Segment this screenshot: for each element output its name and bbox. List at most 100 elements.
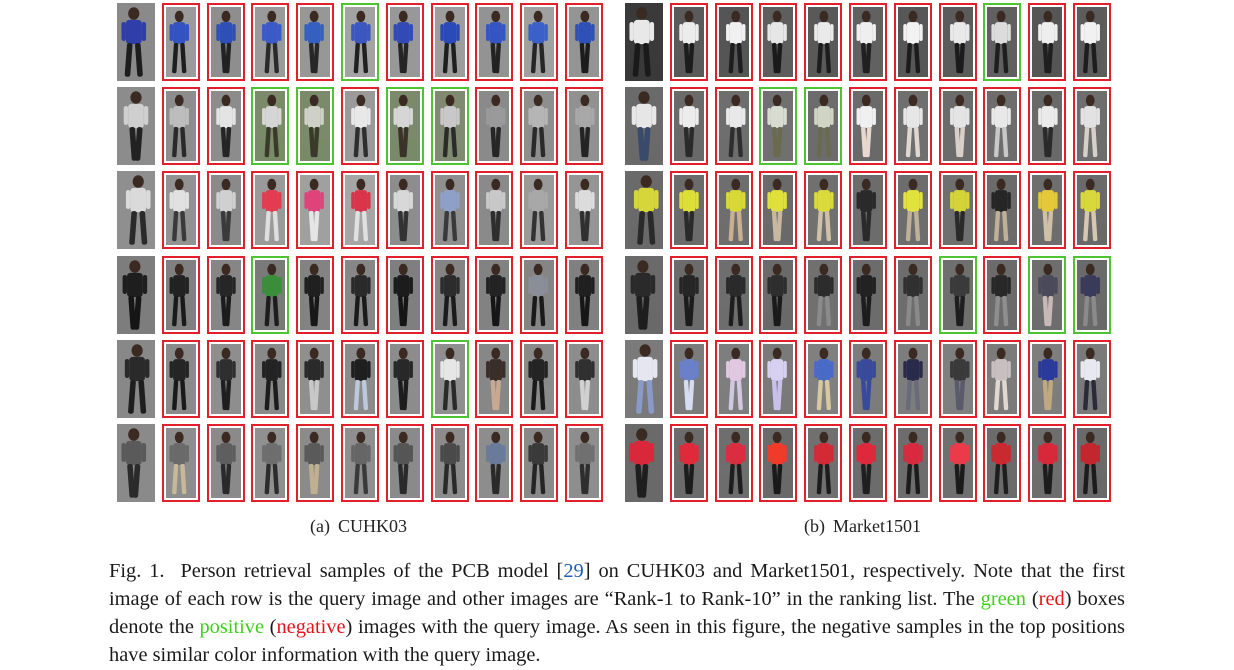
negative-match-image — [893, 255, 932, 334]
negative-match-image — [759, 171, 798, 250]
negative-match-image — [341, 255, 379, 334]
negative-match-image — [520, 424, 559, 502]
negative-match-image — [430, 424, 469, 502]
negative-match-image — [938, 424, 977, 502]
negative-match-image — [804, 171, 843, 250]
negative-match-image — [714, 255, 753, 334]
negative-match-image — [565, 171, 603, 250]
negative-match-image — [669, 87, 708, 166]
negative-match-image — [849, 171, 887, 250]
positive-match-image — [759, 87, 798, 166]
negative-match-image — [714, 3, 753, 81]
negative-match-image — [475, 87, 514, 166]
negative-match-image — [475, 3, 514, 81]
negative-match-image — [296, 3, 335, 81]
negative-match-image — [1073, 171, 1111, 250]
negative-match-image — [430, 3, 469, 81]
query-image — [625, 171, 663, 250]
positive-match-image — [296, 87, 335, 166]
negative-match-image — [385, 255, 424, 334]
subcaption-b: (b) Market1501 — [804, 516, 921, 537]
negative-match-image — [296, 339, 335, 418]
positive-match-image — [251, 87, 290, 166]
negative-match-image — [759, 255, 798, 334]
negative-match-image — [714, 171, 753, 250]
negative-match-image — [430, 171, 469, 250]
negative-match-image — [565, 87, 603, 166]
query-image — [117, 171, 155, 250]
negative-match-image — [251, 424, 290, 502]
negative-match-image — [520, 339, 559, 418]
negative-match-image — [385, 171, 424, 250]
negative-match-image — [520, 171, 559, 250]
negative-match-image — [206, 255, 245, 334]
negative-match-image — [849, 339, 887, 418]
caption-citation-link[interactable]: 29 — [563, 560, 584, 582]
negative-match-image — [206, 171, 245, 250]
negative-match-image — [251, 3, 290, 81]
negative-match-image — [565, 255, 603, 334]
caption-green-word: green — [980, 588, 1026, 610]
negative-match-image — [983, 171, 1022, 250]
negative-match-image — [475, 171, 514, 250]
negative-match-image — [430, 255, 469, 334]
negative-match-image — [849, 255, 887, 334]
query-image — [625, 339, 663, 418]
subcaption-a-label: (a) — [310, 516, 330, 536]
negative-match-image — [983, 424, 1022, 502]
negative-match-image — [669, 255, 708, 334]
figure-caption: Fig. 1. Person retrieval samples of the … — [109, 557, 1125, 669]
negative-match-image — [1073, 3, 1111, 81]
negative-match-image — [385, 3, 424, 81]
negative-match-image — [714, 424, 753, 502]
negative-match-image — [565, 339, 603, 418]
negative-match-image — [1028, 3, 1067, 81]
negative-match-image — [1073, 424, 1111, 502]
negative-match-image — [251, 171, 290, 250]
negative-match-image — [669, 339, 708, 418]
caption-text-3: ( — [1025, 588, 1039, 610]
negative-match-image — [983, 87, 1022, 166]
subcaption-a: (a) CUHK03 — [310, 516, 407, 537]
negative-match-image — [759, 339, 798, 418]
negative-match-image — [849, 424, 887, 502]
subcaption-b-name: Market1501 — [833, 516, 921, 536]
positive-match-image — [251, 255, 290, 334]
negative-match-image — [161, 339, 200, 418]
query-image — [117, 255, 155, 334]
negative-match-image — [296, 424, 335, 502]
caption-positive-word: positive — [199, 616, 265, 638]
negative-match-image — [893, 424, 932, 502]
caption-text-5: ( — [264, 616, 277, 638]
query-image — [117, 3, 155, 81]
positive-match-image — [430, 87, 469, 166]
negative-match-image — [893, 171, 932, 250]
negative-match-image — [475, 255, 514, 334]
negative-match-image — [341, 171, 379, 250]
negative-match-image — [475, 424, 514, 502]
negative-match-image — [938, 3, 977, 81]
negative-match-image — [565, 424, 603, 502]
negative-match-image — [893, 3, 932, 81]
negative-match-image — [206, 339, 245, 418]
negative-match-image — [520, 255, 559, 334]
negative-match-image — [341, 424, 379, 502]
negative-match-image — [161, 3, 200, 81]
negative-match-image — [669, 424, 708, 502]
negative-match-image — [759, 3, 798, 81]
negative-match-image — [938, 87, 977, 166]
positive-match-image — [1028, 255, 1067, 334]
caption-red-word: red — [1038, 588, 1065, 610]
negative-match-image — [161, 87, 200, 166]
positive-match-image — [341, 3, 379, 81]
negative-match-image — [161, 424, 200, 502]
negative-match-image — [206, 87, 245, 166]
query-image — [117, 339, 155, 418]
negative-match-image — [849, 87, 887, 166]
negative-match-image — [714, 339, 753, 418]
negative-match-image — [983, 255, 1022, 334]
negative-match-image — [161, 171, 200, 250]
negative-match-image — [804, 339, 843, 418]
query-image — [625, 3, 663, 81]
negative-match-image — [385, 339, 424, 418]
